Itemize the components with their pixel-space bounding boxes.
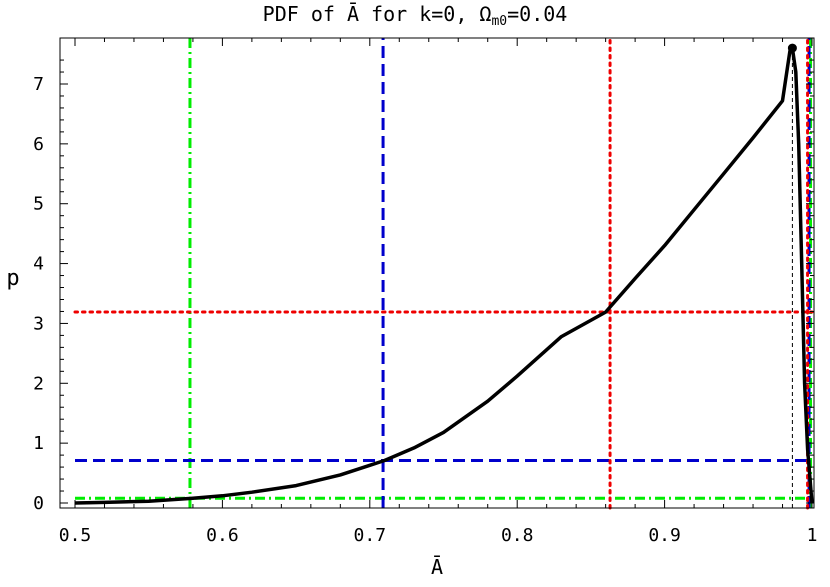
chart-title: PDF of Ā for k=0, Ωm0=0.04 xyxy=(0,2,830,29)
y-tick-label-4: 4 xyxy=(33,254,44,275)
y-tick-label-6: 6 xyxy=(33,134,44,155)
chart-title-suffix: =0.04 xyxy=(507,2,568,26)
x-tick-label-0: 0.5 xyxy=(59,525,92,546)
plot-frame xyxy=(59,37,815,509)
curves xyxy=(74,46,814,505)
y-tick-label-0: 0 xyxy=(33,493,44,514)
chart-title-subscript: m0 xyxy=(491,14,508,29)
peak-marker xyxy=(787,43,797,53)
y-axis-label: p xyxy=(6,266,19,291)
x-tick-label-2: 0.7 xyxy=(354,525,387,546)
x-axis: 0.5 0.6 0.7 0.8 0.9 1 xyxy=(59,38,818,546)
y-tick-label-5: 5 xyxy=(33,194,44,215)
pdf-curve-1 xyxy=(74,46,814,505)
x-tick-label-5: 1 xyxy=(807,525,818,546)
markers xyxy=(787,43,797,53)
y-tick-label-7: 7 xyxy=(33,74,44,95)
x-axis-label: Ā xyxy=(431,555,443,579)
y-tick-label-3: 3 xyxy=(33,313,44,334)
x-tick-label-1: 0.6 xyxy=(206,525,239,546)
y-tick-label-2: 2 xyxy=(33,373,44,394)
reference-lines xyxy=(73,36,814,510)
y-tick-label-1: 1 xyxy=(33,433,44,454)
x-tick-label-4: 0.9 xyxy=(648,525,681,546)
y-axis: 0 1 2 3 4 5 6 7 xyxy=(33,59,814,514)
x-tick-label-3: 0.8 xyxy=(501,525,534,546)
chart-title-prefix: PDF of Ā for k=0, Ω xyxy=(262,2,492,26)
